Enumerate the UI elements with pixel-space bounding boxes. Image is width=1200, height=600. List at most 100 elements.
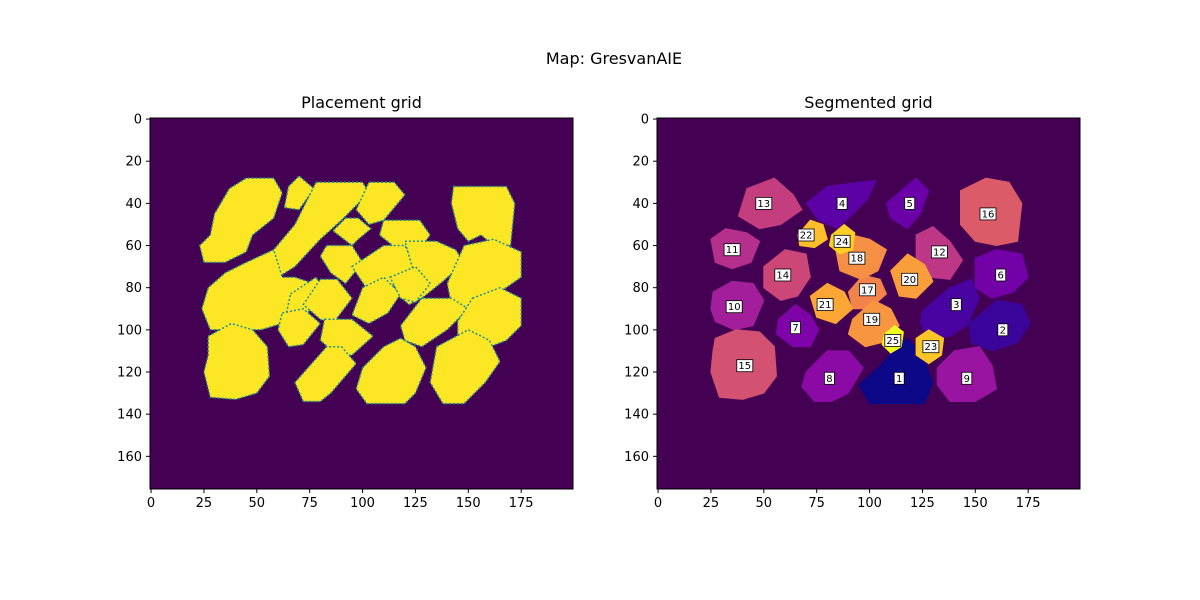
segment-label-box: [836, 196, 848, 210]
segment-label-box: [859, 283, 876, 297]
segment-label: 13: [757, 199, 770, 210]
segment-label: 12: [933, 247, 946, 258]
placement-region: [331, 217, 373, 247]
x-tick-label: 175: [509, 496, 534, 511]
y-tick-label: 60: [632, 239, 649, 254]
segment-label: 6: [998, 271, 1004, 282]
segment-label: 22: [800, 231, 813, 242]
placement-region: [389, 265, 432, 304]
segment-label-box: [725, 300, 743, 314]
segment-label: 9: [964, 374, 970, 385]
segment-label-box: [816, 298, 834, 312]
segment-label-box: [790, 321, 801, 335]
placement-region: [429, 328, 501, 405]
placement-region: [283, 174, 315, 211]
segmented-grid-title: Segmented grid: [804, 93, 932, 112]
placement-region: [277, 307, 322, 348]
placement-region: [201, 248, 315, 331]
segment-label: 5: [907, 199, 913, 210]
segment-label: 17: [861, 285, 874, 296]
segment-label: 3: [953, 300, 959, 311]
segment-label: 8: [826, 374, 832, 385]
y-tick-label: 120: [117, 366, 142, 381]
segment-label-box: [961, 371, 973, 385]
placement-grid-panel: Placement grid 0 25 50 75 100 125 150 175 0 20 40 6…: [117, 93, 574, 511]
y-tick-label: 20: [632, 155, 649, 170]
segment-label: 19: [865, 315, 878, 326]
x-tick-label: 50: [249, 496, 266, 511]
x-tick-label: 100: [857, 496, 882, 511]
y-tick-label: 80: [125, 281, 142, 296]
x-tick-label: 150: [963, 496, 988, 511]
placement-grid-regions: [198, 174, 522, 405]
segment-label-box: [736, 359, 754, 373]
segment-label: 15: [738, 361, 751, 372]
segment-label-box: [833, 234, 851, 248]
segment-3: [919, 278, 981, 339]
placement-region: [446, 238, 522, 310]
segment-label: 23: [925, 342, 938, 353]
segment-label-box: [848, 251, 866, 265]
y-tick-label: 80: [632, 281, 649, 296]
segment-label: 21: [819, 300, 832, 311]
placement-grid-frame: [149, 117, 574, 490]
y-tick-label: 0: [134, 113, 142, 128]
segment-label-box: [931, 245, 948, 259]
placement-region: [203, 322, 271, 401]
placement-region: [294, 345, 358, 403]
segment-label: 14: [776, 271, 789, 282]
placement-region: [399, 297, 470, 348]
segment-label: 7: [792, 323, 798, 334]
x-tick-label: 100: [350, 496, 375, 511]
x-tick-label: 75: [808, 496, 825, 511]
segment-label: 2: [1000, 325, 1006, 336]
x-tick-label: 75: [301, 496, 318, 511]
figure-suptitle: Map: GresvanAIE: [546, 49, 682, 68]
segment-label: 18: [851, 254, 864, 265]
segment-label-box: [893, 371, 905, 385]
segment-label: 20: [903, 275, 916, 286]
segment-label: 4: [839, 199, 845, 210]
placement-region: [355, 337, 427, 405]
placement-grid-ticks: 0 25 50 75 100 125 150 175 0 20 40 60 80 100 120 140 160: [117, 113, 533, 511]
segment-label-box: [824, 371, 835, 385]
y-tick-label: 40: [632, 197, 649, 212]
placement-grid-title: Placement grid: [301, 93, 422, 112]
x-tick-label: 175: [1016, 496, 1041, 511]
placement-region: [355, 181, 406, 226]
y-tick-label: 60: [125, 239, 142, 254]
y-tick-label: 160: [117, 450, 142, 465]
x-tick-label: 150: [456, 496, 481, 511]
placement-region: [351, 276, 402, 325]
segment-label-box: [997, 323, 1009, 337]
y-tick-label: 0: [641, 113, 649, 128]
placement-region: [450, 185, 516, 247]
y-tick-label: 20: [125, 155, 142, 170]
segment-label: 10: [728, 302, 741, 313]
y-tick-label: 160: [624, 450, 649, 465]
x-tick-label: 125: [910, 496, 935, 511]
segment-label-box: [995, 268, 1007, 282]
segment-label: 1: [896, 374, 902, 385]
placement-region: [259, 181, 370, 279]
y-tick-label: 100: [624, 323, 649, 338]
segment-label-box: [901, 272, 919, 286]
x-tick-label: 0: [654, 496, 662, 511]
segment-label: 24: [836, 237, 849, 248]
segmented-grid-frame: [656, 117, 1081, 490]
x-tick-label: 25: [703, 496, 720, 511]
segment-label-box: [755, 196, 773, 210]
x-tick-label: 25: [196, 496, 213, 511]
segment-label: 25: [886, 336, 899, 347]
y-tick-label: 140: [117, 408, 142, 423]
placement-region: [198, 177, 284, 264]
segment-label-box: [884, 333, 902, 347]
segment-label-box: [774, 268, 792, 282]
y-tick-label: 120: [624, 366, 649, 381]
y-tick-label: 40: [125, 197, 142, 212]
segment-label-box: [863, 312, 881, 326]
